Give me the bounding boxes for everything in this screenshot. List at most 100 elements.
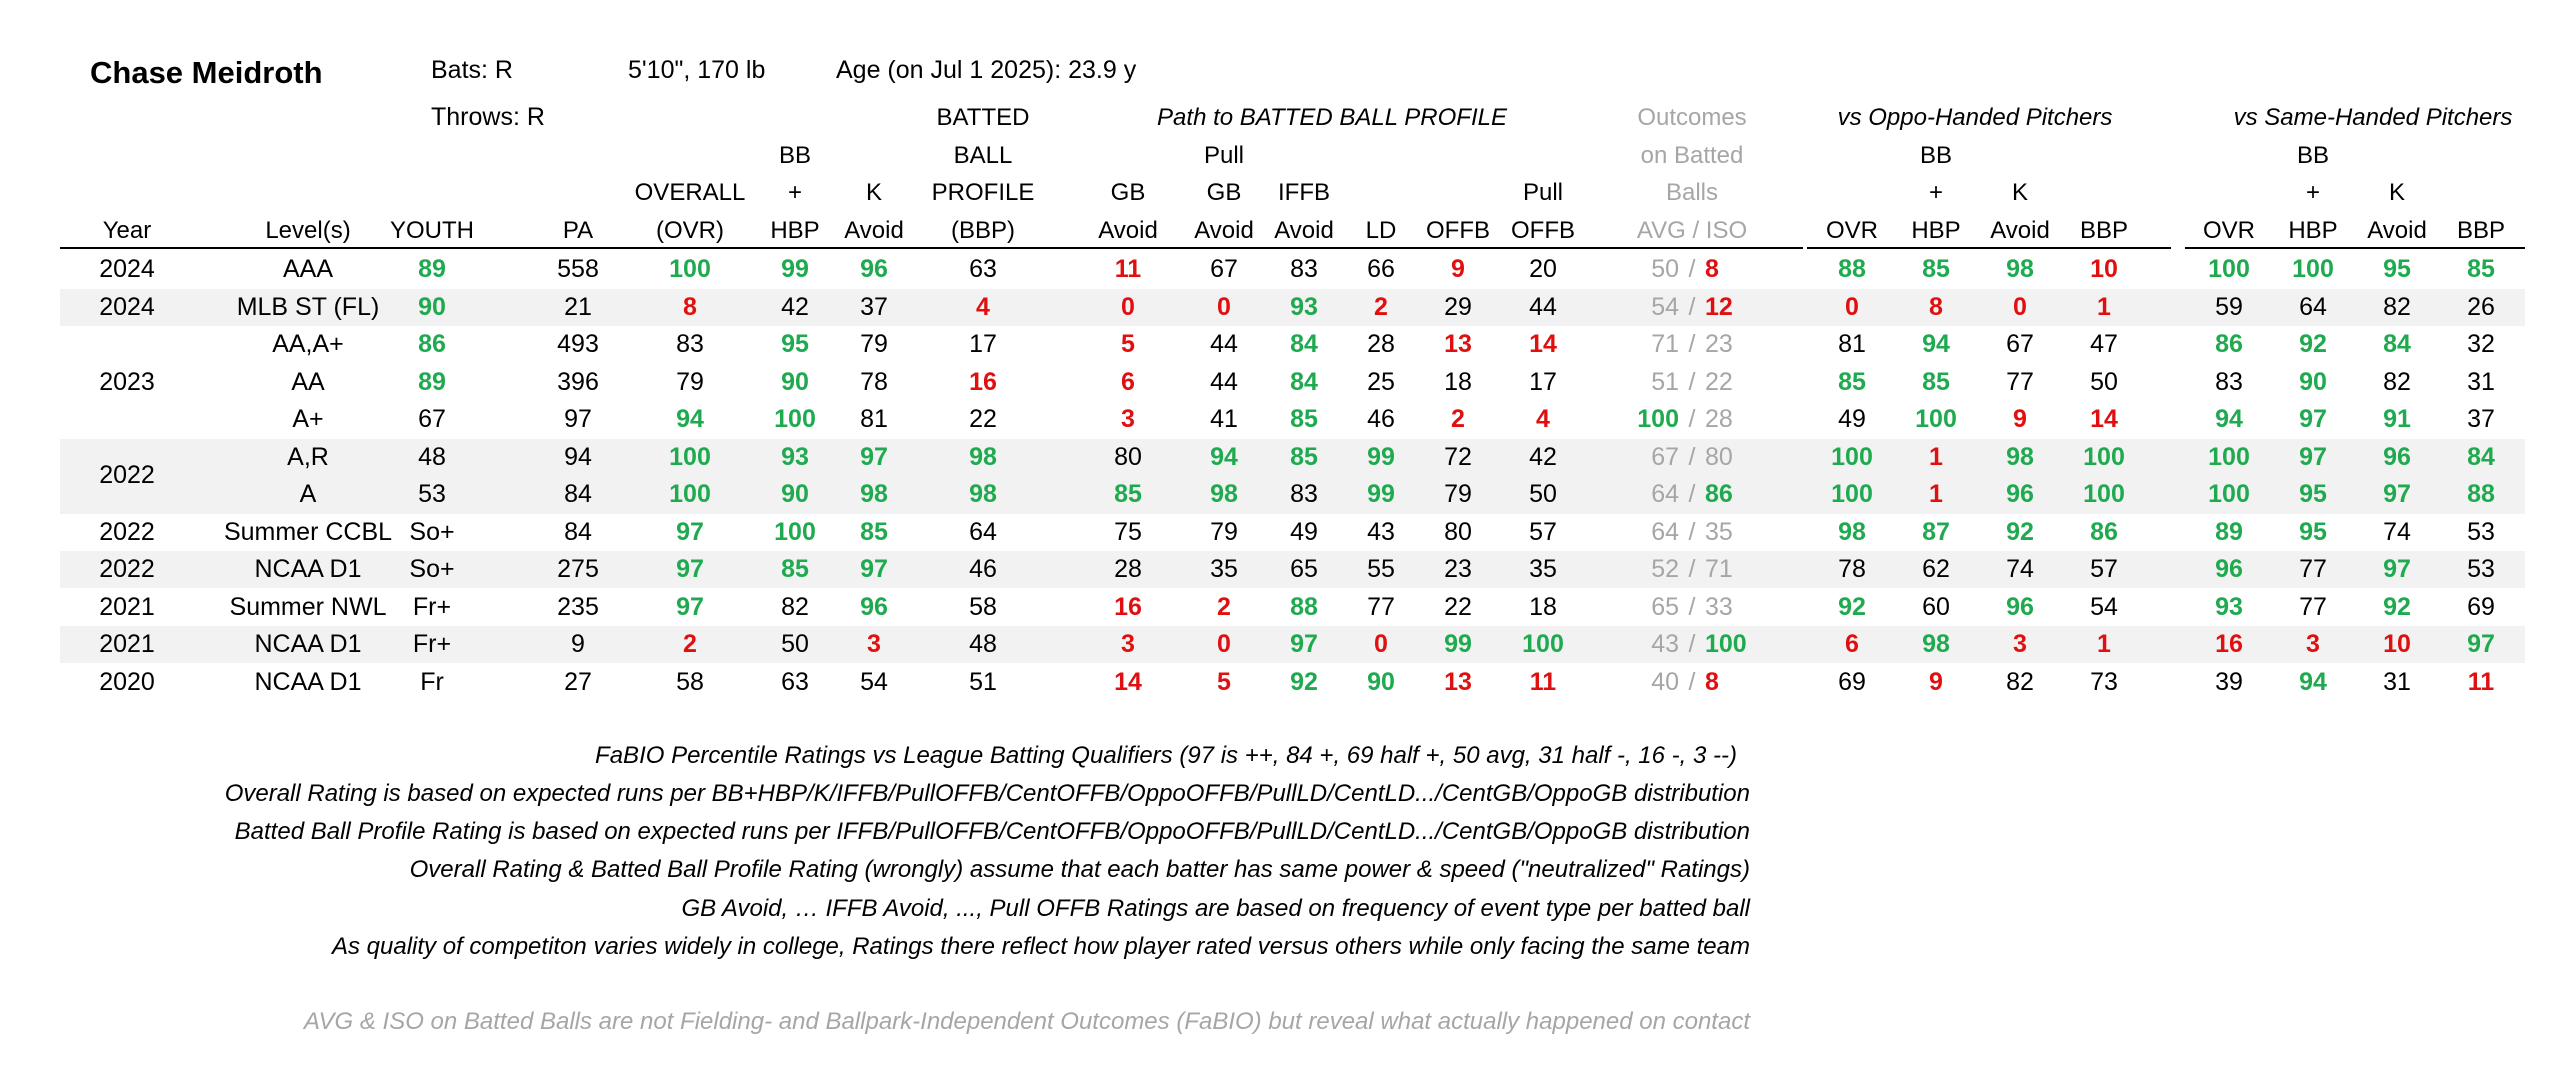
header-offb-line-1: OFFB (1426, 217, 1490, 244)
cell-youth: 86 (418, 330, 446, 358)
header-same-k-avoid-line-1: K (2388, 179, 2406, 206)
cell-s-k: 82 (2383, 292, 2411, 321)
cell-ovr: 58 (676, 667, 704, 696)
cell-ld: 46 (1367, 405, 1395, 433)
header-same-ovr-line-1: OVR (2202, 217, 2256, 244)
cell-k: 3 (867, 630, 881, 658)
cell-ld: 99 (1367, 480, 1395, 508)
cell-iffb: 85 (1290, 442, 1318, 471)
cell-year: 2021 (99, 592, 155, 621)
cell-ld: 43 (1367, 517, 1395, 546)
cell-poffb: 57 (1529, 517, 1557, 546)
cell-gb: 28 (1114, 555, 1142, 583)
cell-o-ovr: 81 (1838, 330, 1866, 358)
cell-year: 2022 (99, 517, 155, 546)
row-band (60, 551, 2525, 588)
cell-s-bbp: 85 (2467, 255, 2495, 283)
cell-s-ovr: 100 (2208, 480, 2250, 508)
row-band (60, 288, 2525, 326)
cell-s-bb: 90 (2299, 367, 2327, 396)
cell-youth: So+ (409, 517, 455, 546)
cell-s-k: 74 (2383, 517, 2411, 546)
cell-bb: 90 (781, 480, 809, 508)
cell-s-k: 96 (2383, 442, 2411, 471)
cell-iso: 28 (1705, 405, 1733, 433)
header-outcomes-line-1: Outcomes (1637, 104, 1747, 131)
cell-o-ovr: 88 (1838, 255, 1866, 283)
cell-youth: 89 (418, 367, 446, 396)
cell-offb: 22 (1444, 592, 1472, 621)
header-oppo-k-avoid-line-1: K (2011, 179, 2029, 206)
row-band (60, 438, 2525, 514)
cell-bb: 99 (781, 255, 809, 283)
cell-level: AA (291, 367, 325, 396)
cell-pgb: 35 (1210, 555, 1238, 583)
cell-s-bbp: 84 (2467, 442, 2495, 471)
cell-o-ovr: 49 (1838, 405, 1866, 433)
cell-iffb: 97 (1290, 630, 1318, 658)
cell-bb: 100 (774, 517, 816, 546)
header-oppo-bb-hbp-line-3: HBP (1911, 217, 1961, 244)
header-pull-offb-line-2: OFFB (1511, 217, 1575, 244)
cell-bbp: 64 (969, 517, 997, 546)
cell-bbp: 46 (969, 555, 997, 583)
header-gb-avoid-line-2: Avoid (1098, 217, 1158, 244)
cell-iso: 22 (1705, 367, 1733, 396)
header-pa: PA (562, 217, 594, 244)
cell-ovr: 2 (683, 630, 697, 658)
cell-k: 96 (860, 592, 888, 621)
cell-ovr: 97 (676, 592, 704, 621)
cell-offb: 23 (1444, 555, 1472, 583)
cell-level: Summer NWL (229, 592, 387, 621)
cell-iffb: 88 (1290, 592, 1318, 621)
cell-ld: 99 (1367, 442, 1395, 471)
cell-year: 2024 (99, 292, 155, 321)
cell-s-k: 97 (2383, 480, 2411, 508)
cell-s-ovr: 59 (2215, 292, 2243, 321)
cell-avg-iso-separator: / (1688, 442, 1696, 471)
cell-pgb: 0 (1217, 630, 1231, 658)
cell-s-k: 10 (2383, 630, 2411, 658)
cell-iffb: 65 (1290, 555, 1318, 583)
header-batted-ball-profile-line-4: (BBP) (950, 217, 1016, 244)
cell-pgb: 67 (1210, 255, 1238, 283)
header-levels: Level(s) (265, 217, 351, 244)
cell-avg: 65 (1651, 592, 1679, 621)
cell-pgb: 41 (1210, 405, 1238, 433)
header-overall-line-1: OVERALL (634, 179, 746, 206)
cell-s-bbp: 32 (2467, 330, 2495, 358)
cell-s-ovr: 16 (2215, 630, 2243, 658)
cell-pgb: 44 (1210, 367, 1238, 396)
cell-ld: 90 (1367, 667, 1395, 696)
cell-o-bbp: 100 (2083, 442, 2125, 471)
header-ld-line-1: LD (1365, 217, 1397, 244)
cell-poffb: 50 (1529, 480, 1557, 508)
cell-o-k: 92 (2006, 517, 2034, 546)
cell-s-ovr: 39 (2215, 667, 2243, 696)
cell-gb: 3 (1121, 630, 1135, 658)
cell-o-k: 96 (2006, 480, 2034, 508)
cell-level: A (299, 480, 317, 508)
cell-bbp: 48 (969, 630, 997, 658)
cell-k: 85 (860, 517, 888, 546)
cell-avg: 64 (1651, 480, 1679, 508)
header-batted-ball-profile-line-2: BALL (953, 142, 1013, 169)
cell-s-ovr: 83 (2215, 367, 2243, 396)
cell-s-ovr: 86 (2215, 330, 2243, 358)
cell-o-ovr: 85 (1838, 367, 1866, 396)
cell-iso: 8 (1705, 667, 1719, 696)
cell-poffb: 44 (1529, 292, 1557, 321)
cell-o-bbp: 1 (2097, 630, 2111, 658)
cell-iso: 71 (1705, 555, 1733, 583)
cell-o-bb: 62 (1922, 555, 1950, 583)
cell-avg: 52 (1651, 555, 1679, 583)
header-bb-hbp-line-3: HBP (770, 217, 820, 244)
cell-s-bbp: 53 (2467, 555, 2495, 583)
header-same-bb-hbp-line-1: BB (2296, 142, 2330, 169)
cell-level: A,R (287, 442, 329, 471)
cell-o-k: 74 (2006, 555, 2034, 583)
cell-ovr: 94 (676, 405, 704, 433)
cell-gb: 80 (1114, 442, 1142, 471)
header-same-k-avoid-line-2: Avoid (2367, 217, 2427, 244)
cell-avg-iso-separator: / (1688, 255, 1696, 283)
